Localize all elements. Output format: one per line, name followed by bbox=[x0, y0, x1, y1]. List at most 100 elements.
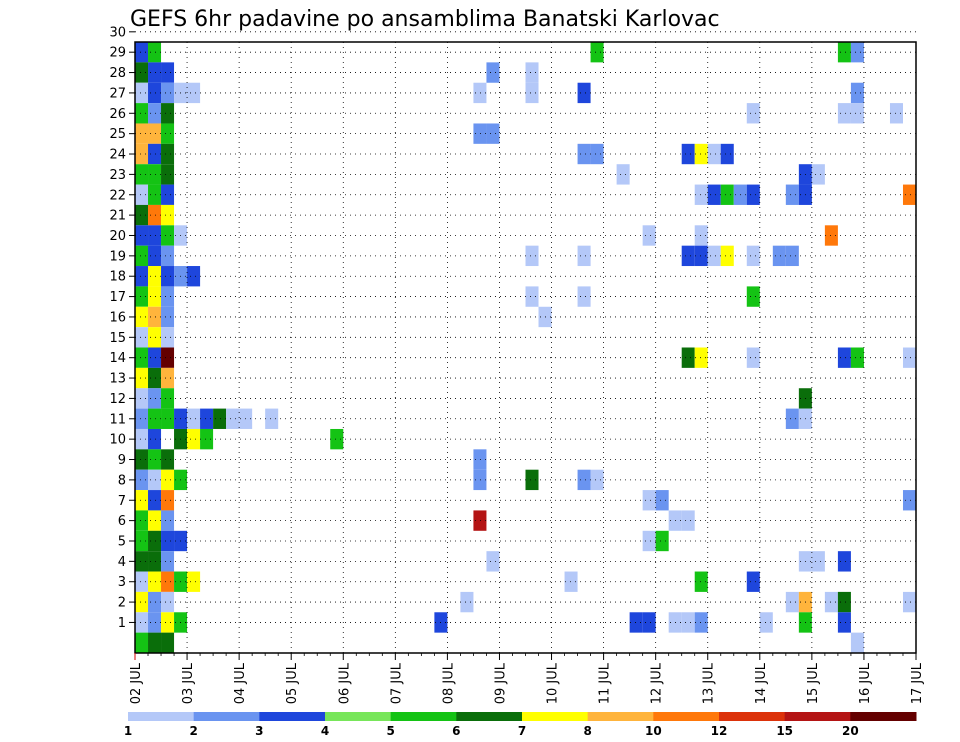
y-tick-label: 17 bbox=[109, 290, 126, 305]
heatmap-cell bbox=[824, 591, 838, 613]
heatmap-cell bbox=[746, 184, 760, 205]
y-tick-label: 19 bbox=[109, 249, 126, 264]
heatmap-cell bbox=[135, 632, 149, 653]
heatmap-cell bbox=[161, 143, 175, 165]
y-tick-label: 5 bbox=[118, 534, 126, 549]
heatmap-cell bbox=[590, 469, 604, 491]
heatmap-cell bbox=[148, 266, 162, 287]
heatmap-cell bbox=[148, 449, 162, 470]
heatmap-cell bbox=[577, 469, 591, 491]
x-tick-label: 08 JUL bbox=[441, 662, 456, 704]
heatmap-cell bbox=[746, 347, 760, 368]
heatmap-cell bbox=[135, 388, 149, 409]
heatmap-cell bbox=[148, 306, 162, 328]
x-axis-ticks: 02 JUL 03 JUL 04 JUL 05 JUL 06 JUL 07 JUL 08 J… bbox=[129, 653, 925, 704]
legend-threshold-label: 7 bbox=[518, 724, 526, 738]
y-tick-label: 2 bbox=[118, 596, 126, 611]
heatmap-cell bbox=[161, 266, 175, 287]
x-tick-label: 09 JUL bbox=[493, 662, 508, 704]
heatmap-cell bbox=[681, 510, 695, 531]
heatmap-cell bbox=[655, 490, 669, 511]
heatmap-cell bbox=[473, 123, 487, 144]
heatmap-cell bbox=[161, 408, 175, 429]
heatmap-cell bbox=[226, 408, 240, 429]
y-tick-label: 28 bbox=[109, 66, 126, 81]
heatmap-cell bbox=[148, 42, 162, 63]
heatmap-cell bbox=[681, 347, 695, 368]
legend-threshold-label: 10 bbox=[645, 724, 662, 738]
heatmap-cell bbox=[473, 449, 487, 470]
heatmap-cell bbox=[746, 245, 760, 267]
heatmap-cell bbox=[642, 490, 656, 511]
heatmap-cell bbox=[772, 245, 786, 267]
heatmap-cell bbox=[707, 184, 721, 205]
heatmap-cell bbox=[161, 184, 175, 205]
heatmap-cell bbox=[135, 266, 149, 287]
y-tick-label: 7 bbox=[118, 494, 126, 509]
y-tick-label: 20 bbox=[109, 229, 126, 244]
y-tick-label: 29 bbox=[109, 46, 126, 61]
heatmap-cell bbox=[161, 225, 175, 246]
heatmap-cell bbox=[720, 143, 734, 165]
heatmap-cell bbox=[135, 347, 149, 368]
heatmap-cell bbox=[577, 245, 591, 267]
heatmap-cell bbox=[135, 164, 149, 185]
heatmap-cell bbox=[525, 286, 539, 307]
legend-color-swatch bbox=[390, 712, 457, 721]
heatmap-cell bbox=[694, 245, 708, 267]
heatmap-cell bbox=[746, 286, 760, 307]
heatmap-cell bbox=[135, 62, 149, 83]
heatmap-cell bbox=[148, 428, 162, 450]
heatmap-cell bbox=[148, 184, 162, 205]
heatmap-cell bbox=[850, 82, 864, 104]
y-tick-label: 6 bbox=[118, 514, 126, 529]
heatmap-cell bbox=[837, 612, 851, 633]
heatmap-cell bbox=[161, 62, 175, 83]
heatmap-cell bbox=[200, 428, 214, 450]
heatmap-cell bbox=[525, 469, 539, 491]
heatmap-cell bbox=[187, 82, 201, 104]
heatmap-cell bbox=[135, 184, 149, 205]
heatmap-cell bbox=[837, 103, 851, 124]
y-tick-label: 27 bbox=[109, 86, 126, 101]
legend-threshold-label: 12 bbox=[711, 724, 728, 738]
heatmap-cell bbox=[902, 490, 916, 511]
heatmap-cell bbox=[590, 42, 604, 63]
legend-color-swatch bbox=[587, 712, 654, 721]
heatmap-cell bbox=[681, 143, 695, 165]
legend-threshold-label: 4 bbox=[321, 724, 329, 738]
heatmap-cell bbox=[161, 571, 175, 592]
heatmap-cell bbox=[161, 591, 175, 613]
heatmap-cell bbox=[564, 571, 578, 592]
legend-color-swatch bbox=[850, 712, 917, 721]
heatmap-cell bbox=[460, 591, 474, 613]
heatmap-cell bbox=[161, 510, 175, 531]
y-tick-label: 9 bbox=[118, 453, 126, 468]
x-tick-label: 02 JUL bbox=[129, 662, 144, 704]
heatmap-cell bbox=[200, 408, 214, 429]
heatmap-cell bbox=[135, 551, 149, 572]
heatmap-cell bbox=[655, 530, 669, 552]
heatmap-cell bbox=[525, 82, 539, 104]
heatmap-cell bbox=[148, 82, 162, 104]
heatmap-cell bbox=[720, 245, 734, 267]
heatmap-cell bbox=[616, 164, 630, 185]
heatmap-cell bbox=[850, 103, 864, 124]
heatmap-cell bbox=[577, 286, 591, 307]
heatmap-cell bbox=[694, 347, 708, 368]
x-tick-label: 07 JUL bbox=[389, 662, 404, 704]
heatmap-cell bbox=[148, 225, 162, 246]
heatmap-cell bbox=[148, 204, 162, 226]
y-tick-label: 18 bbox=[109, 270, 126, 285]
heatmap-cell bbox=[148, 571, 162, 592]
heatmap-cell bbox=[135, 408, 149, 429]
heatmap-cell bbox=[629, 612, 643, 633]
heatmap-cell bbox=[187, 428, 201, 450]
x-tick-label: 11 JUL bbox=[598, 662, 613, 704]
y-tick-label: 22 bbox=[109, 188, 126, 203]
y-tick-label: 30 bbox=[109, 25, 126, 40]
heatmap-cell bbox=[148, 367, 162, 389]
heatmap-cell bbox=[902, 591, 916, 613]
heatmap-cell bbox=[148, 286, 162, 307]
